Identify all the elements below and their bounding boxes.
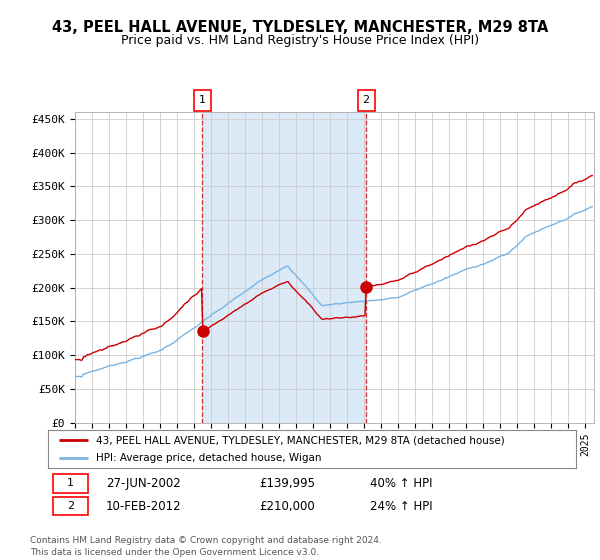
Text: £139,995: £139,995 bbox=[259, 477, 315, 490]
Text: 40% ↑ HPI: 40% ↑ HPI bbox=[370, 477, 433, 490]
Text: £210,000: £210,000 bbox=[259, 500, 315, 512]
Text: HPI: Average price, detached house, Wigan: HPI: Average price, detached house, Wiga… bbox=[95, 453, 321, 463]
Text: 1: 1 bbox=[199, 95, 206, 105]
Bar bbox=[202, 112, 366, 423]
Text: 10-FEB-2012: 10-FEB-2012 bbox=[106, 500, 182, 512]
FancyBboxPatch shape bbox=[53, 474, 88, 493]
FancyBboxPatch shape bbox=[53, 497, 88, 515]
Text: 24% ↑ HPI: 24% ↑ HPI bbox=[370, 500, 433, 512]
Text: Price paid vs. HM Land Registry's House Price Index (HPI): Price paid vs. HM Land Registry's House … bbox=[121, 34, 479, 46]
Text: 1: 1 bbox=[67, 478, 74, 488]
Text: 43, PEEL HALL AVENUE, TYLDESLEY, MANCHESTER, M29 8TA: 43, PEEL HALL AVENUE, TYLDESLEY, MANCHES… bbox=[52, 20, 548, 35]
Text: Contains HM Land Registry data © Crown copyright and database right 2024.
This d: Contains HM Land Registry data © Crown c… bbox=[30, 536, 382, 557]
Text: 43, PEEL HALL AVENUE, TYLDESLEY, MANCHESTER, M29 8TA (detached house): 43, PEEL HALL AVENUE, TYLDESLEY, MANCHES… bbox=[95, 435, 504, 445]
Text: 2: 2 bbox=[67, 501, 74, 511]
Text: 2: 2 bbox=[362, 95, 370, 105]
Text: 27-JUN-2002: 27-JUN-2002 bbox=[106, 477, 181, 490]
